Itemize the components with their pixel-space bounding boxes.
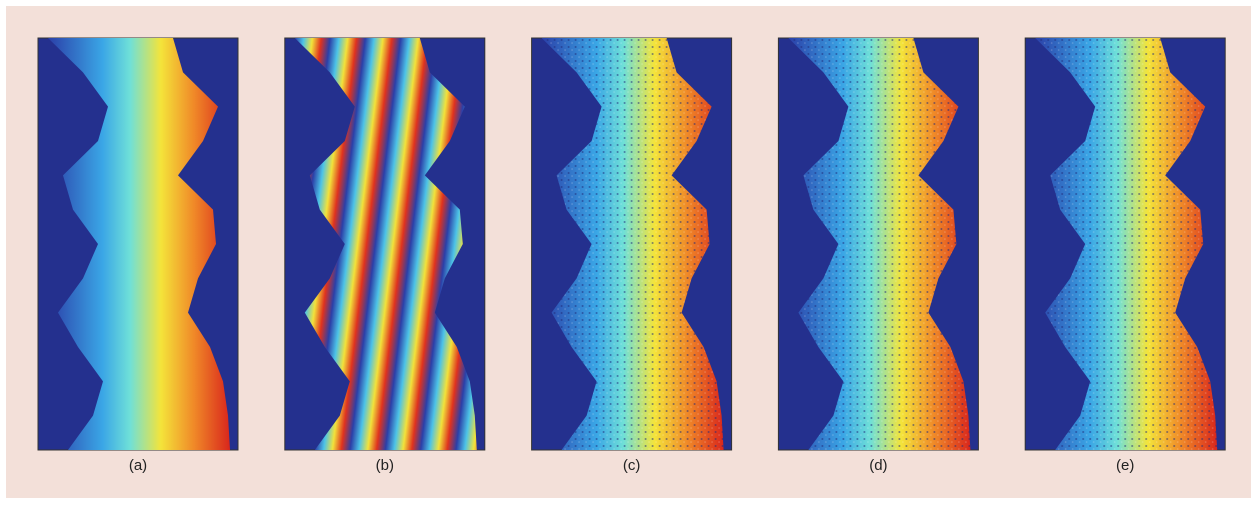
panel-label: (d) (869, 457, 887, 474)
noise-overlay (788, 38, 971, 450)
panel-label: (c) (623, 457, 641, 474)
panel (531, 37, 733, 451)
panel (777, 37, 979, 451)
panel-label: (e) (1116, 457, 1134, 474)
panel (37, 37, 239, 451)
surface-band (48, 38, 230, 450)
panel-label: (a) (129, 457, 147, 474)
panel (1024, 37, 1226, 451)
noise-overlay (1035, 38, 1218, 450)
panel-label: (b) (376, 457, 394, 474)
noise-overlay (541, 38, 724, 450)
surface-band (294, 38, 477, 450)
panel (284, 37, 486, 451)
